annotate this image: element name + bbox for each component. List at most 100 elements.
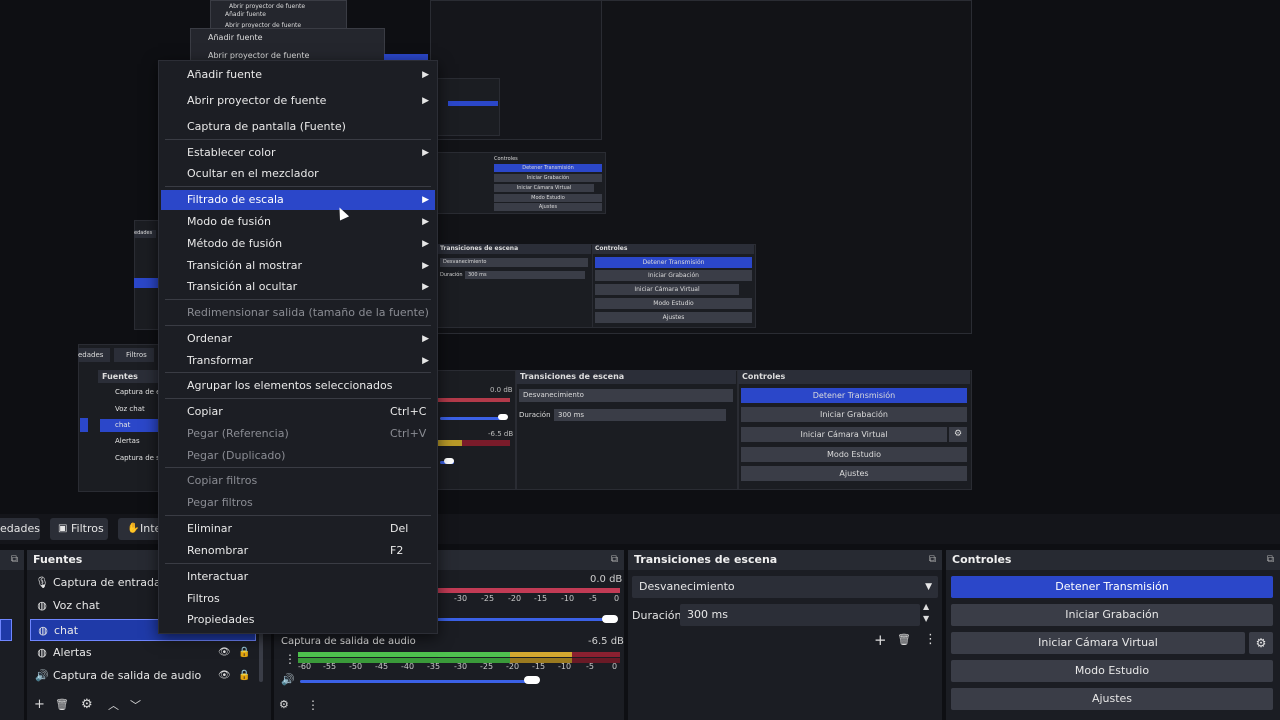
gear-icon[interactable]: ⚙ — [81, 697, 93, 712]
lock-icon[interactable]: 🔒 — [238, 647, 251, 658]
mixer-tick: -60 — [298, 662, 312, 671]
mixer-volume-slider-2[interactable] — [300, 680, 532, 683]
mixer-volume-slider[interactable] — [437, 618, 611, 621]
submenu-arrow-icon: ▶ — [422, 282, 429, 292]
menu-item-properties[interactable]: Propiedades — [161, 610, 435, 630]
chevron-up-icon[interactable]: ︿ — [108, 699, 119, 712]
tab-interact[interactable]: ✋ Inte — [118, 518, 161, 540]
menu-item-label: Ordenar — [187, 332, 232, 345]
source-item-label: Voz chat — [53, 599, 100, 612]
menu-item-transform[interactable]: Transformar ▶ — [161, 351, 435, 371]
eye-icon[interactable]: 👁 — [218, 670, 231, 681]
source-item[interactable]: 🔊 Captura de salida de audio 👁 🔒 — [30, 665, 256, 687]
menu-shortcut: Del — [390, 522, 409, 535]
spinner-down-icon[interactable]: ▼ — [923, 614, 930, 623]
nested-l2-source: Voz chat — [115, 405, 145, 413]
menu-item-interact[interactable]: Interactuar — [161, 567, 435, 587]
nested-l3-duration-field: 300 ms — [465, 271, 585, 279]
menu-item-show-transition[interactable]: Transición al mostrar ▶ — [161, 256, 435, 276]
nested-l4-controls-title: Controles — [494, 156, 518, 162]
nested-l2-source: Captura de en — [115, 388, 165, 396]
menu-item-label: Interactuar — [187, 570, 249, 583]
submenu-arrow-icon: ▶ — [422, 195, 429, 205]
nested-l4-control: Detener Transmisión — [494, 164, 602, 172]
settings-button[interactable]: Ajustes — [951, 688, 1273, 710]
start-virtual-camera-button[interactable]: Iniciar Cámara Virtual — [951, 632, 1245, 654]
lock-icon[interactable]: 🔒 — [238, 670, 251, 681]
menu-item-label: Método de fusión — [187, 237, 283, 250]
menu-item-label: Redimensionar salida (tamaño de la fuent… — [187, 306, 429, 319]
menu-item-remove[interactable]: Eliminar Del — [161, 519, 435, 539]
menu-shortcut: Ctrl+C — [390, 405, 427, 418]
submenu-arrow-icon: ▶ — [422, 148, 429, 158]
nested-menu-small-item: Abrir proyector de fuente — [208, 51, 310, 60]
add-icon[interactable]: + — [874, 631, 887, 649]
submenu-arrow-icon: ▶ — [422, 356, 429, 366]
submenu-arrow-icon: ▶ — [422, 70, 429, 80]
nested-l3-control: Detener Transmisión — [595, 257, 752, 268]
submenu-arrow-icon: ▶ — [422, 261, 429, 271]
source-item[interactable]: ◍ Voz chat — [30, 595, 256, 617]
nested-l2-duration-label: Duración — [519, 411, 551, 419]
preview-canvas[interactable]: Abrir proyector de fuente Añadir fuente … — [0, 0, 1280, 510]
popout-icon[interactable]: ⧉ — [10, 554, 18, 565]
controls-dock-title: Controles ⧉ — [946, 550, 1280, 570]
menu-item-label: Filtrado de escala — [187, 193, 284, 206]
menu-item-blend-method[interactable]: Método de fusión ▶ — [161, 234, 435, 254]
menu-separator — [165, 372, 431, 373]
studio-mode-button[interactable]: Modo Estudio — [951, 660, 1273, 682]
nested-l2-source: Alertas — [115, 437, 140, 445]
transition-select[interactable]: Desvanecimiento ▼ — [632, 576, 938, 598]
menu-item-group-selected[interactable]: Agrupar los elementos seleccionados — [161, 376, 435, 396]
nested-l2-controls-title: Controles — [738, 370, 970, 384]
tab-properties[interactable]: edades — [0, 518, 40, 540]
nested-l4-control: Iniciar Cámara Virtual — [494, 184, 594, 192]
tab-filters[interactable]: ▣ Filtros — [50, 518, 108, 540]
nested-l3-selected-source — [134, 278, 158, 288]
virtual-camera-settings-button[interactable]: ⚙ — [1249, 632, 1273, 654]
mixer-volume-knob-2[interactable] — [524, 676, 540, 684]
menu-item-blend-mode[interactable]: Modo de fusión ▶ — [161, 212, 435, 232]
nested-l4-control: Iniciar Grabación — [494, 174, 602, 182]
menu-item-copy[interactable]: Copiar Ctrl+C — [161, 402, 435, 422]
duration-field[interactable]: 300 ms — [680, 604, 920, 626]
mixer-volume-knob[interactable] — [602, 615, 618, 623]
menu-item-paste-duplicate: Pegar (Duplicado) — [161, 446, 435, 466]
menu-separator — [165, 398, 431, 399]
kebab-menu-icon[interactable]: ⋮ — [307, 698, 319, 712]
popout-icon[interactable]: ⧉ — [1266, 554, 1274, 565]
popout-icon[interactable]: ⧉ — [928, 554, 936, 565]
nested-l4-control: Modo Estudio — [494, 194, 602, 202]
source-item[interactable]: 🎙 Captura de entrada au — [30, 572, 256, 594]
chevron-down-icon[interactable]: ﹀ — [130, 699, 141, 712]
popout-icon[interactable]: ⧉ — [610, 554, 618, 565]
source-item-label: Captura de salida de audio — [53, 669, 202, 682]
speaker-icon[interactable]: 🔊 — [281, 673, 295, 686]
menu-item-screenshot-source[interactable]: Captura de pantalla (Fuente) — [161, 117, 435, 137]
stop-streaming-button[interactable]: Detener Transmisión — [951, 576, 1273, 598]
menu-item-set-color[interactable]: Establecer color ▶ — [161, 143, 435, 163]
nested-l3-control: Iniciar Cámara Virtual — [595, 284, 739, 295]
menu-item-add-source[interactable]: Añadir fuente ▶ — [161, 65, 435, 85]
eye-icon[interactable]: 👁 — [218, 647, 231, 658]
spinner-up-icon[interactable]: ▲ — [923, 602, 930, 611]
mixer-tick: -10 — [558, 662, 572, 671]
nested-menu-tiny-item: Abrir proyector de fuente — [229, 3, 306, 10]
trash-icon[interactable]: 🗑 — [55, 698, 69, 711]
menu-item-filters[interactable]: Filtros — [161, 589, 435, 609]
menu-item-order[interactable]: Ordenar ▶ — [161, 329, 435, 349]
menu-item-scale-filtering[interactable]: Filtrado de escala ▶ — [161, 190, 435, 210]
source-item[interactable]: ◍ Alertas 👁 🔒 — [30, 642, 256, 664]
menu-item-hide-transition[interactable]: Transición al ocultar ▶ — [161, 277, 435, 297]
mixer-tick: -45 — [375, 662, 389, 671]
kebab-menu-icon[interactable]: ⋮ — [284, 652, 296, 666]
trash-icon[interactable]: 🗑 — [897, 633, 911, 646]
add-icon[interactable]: + — [34, 697, 45, 712]
start-recording-button[interactable]: Iniciar Grabación — [951, 604, 1273, 626]
menu-item-hide-in-mixer[interactable]: Ocultar en el mezclador — [161, 164, 435, 184]
kebab-menu-icon[interactable]: ⋮ — [924, 632, 937, 647]
mixer-settings-icon[interactable]: ⚙ — [279, 698, 289, 711]
menu-item-open-source-projector[interactable]: Abrir proyector de fuente ▶ — [161, 91, 435, 111]
menu-item-rename[interactable]: Renombrar F2 — [161, 541, 435, 561]
speaker-icon: 🔊 — [35, 669, 49, 682]
